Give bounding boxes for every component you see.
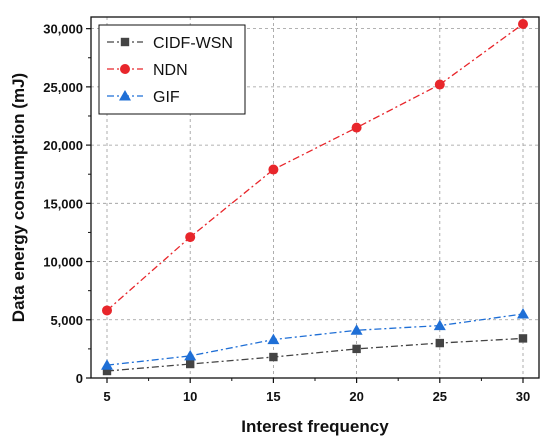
data-point-gif [350,324,363,335]
y-axis-title: Data energy consumption (mJ) [9,73,28,322]
series-gif [101,307,529,370]
legend-marker-cidf-wsn [120,37,130,47]
data-point-cidf-wsn [102,366,112,376]
data-point-cidf-wsn [518,334,528,343]
data-point-gif [433,319,446,331]
data-point-ndn [185,232,196,243]
data-point-ndn [102,305,112,316]
x-tick-label: 15 [266,389,280,404]
x-tick-label: 20 [349,389,363,404]
series-layer [101,18,529,376]
y-tick-label: 5,000 [50,313,83,328]
legend-label-cidf-wsn: CIDF-WSN [153,35,233,52]
legend-marker-gif [119,90,131,101]
y-tick-label: 20,000 [43,138,83,153]
y-tick-label: 15,000 [43,196,83,211]
series-ndn [102,18,528,316]
data-point-ndn [268,164,279,175]
legend-label-gif: GIF [153,89,180,106]
x-axis-title: Interest frequency [241,417,389,436]
series-line-cidf-wsn [106,337,524,372]
data-point-ndn [351,122,362,133]
data-point-gif [184,349,197,361]
legend-marker-ndn [120,64,130,74]
x-tick-label: 10 [183,389,197,404]
data-point-gif [267,333,280,345]
data-point-gif [101,359,113,370]
legend-label-ndn: NDN [153,62,188,79]
y-tick-label: 0 [76,371,83,386]
legend: CIDF-WSN NDN GIF [98,24,246,115]
series-line-gif [106,313,524,366]
x-tick-label: 25 [433,389,447,404]
series-cidf-wsn [102,334,528,376]
axis-ticks: 5 10 15 20 25 30 0 5,000 10,000 15,000 20,000 25,00… [43,22,530,404]
x-tick-label: 30 [516,389,530,404]
data-point-cidf-wsn [269,352,278,362]
data-point-cidf-wsn [352,344,361,354]
y-tick-label: 10,000 [43,255,83,270]
x-tick-label: 5 [103,389,110,404]
y-tick-label: 30,000 [43,22,83,37]
data-point-ndn [434,79,445,90]
data-point-ndn [518,18,528,29]
data-point-cidf-wsn [186,359,195,369]
data-point-cidf-wsn [435,338,444,348]
y-tick-label: 25,000 [43,80,83,95]
series-line-ndn [106,23,524,311]
data-point-gif [517,307,529,319]
